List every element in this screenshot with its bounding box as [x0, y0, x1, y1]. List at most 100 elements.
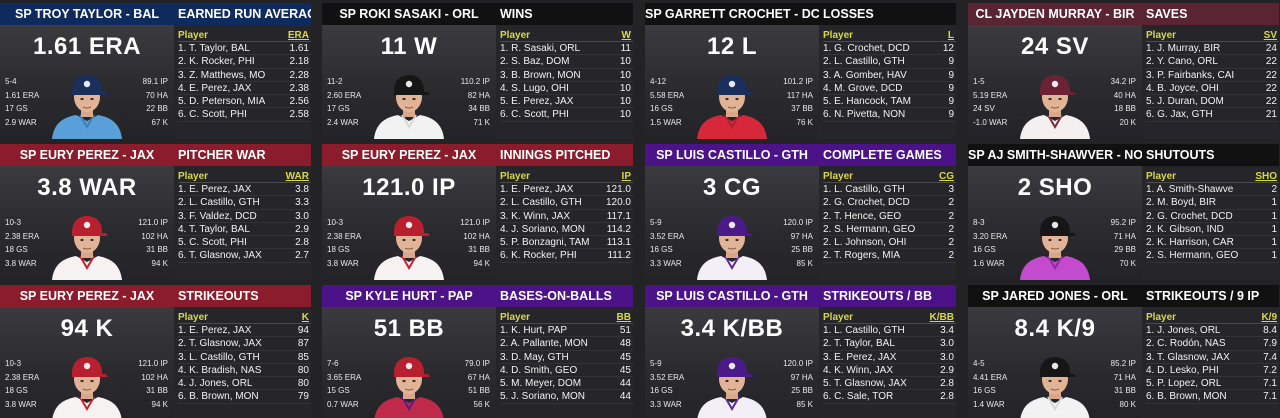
leaderboard-row[interactable]: 6. B. Brown, MON 7.1 [1146, 390, 1279, 404]
leaderboard-row[interactable]: 1. J. Jones, ORL 8.4 [1146, 324, 1279, 338]
leaderboard-row[interactable]: 2. S. Hermann, GEO 2 [823, 223, 956, 237]
player-column-header[interactable]: Player [500, 312, 531, 323]
leaderboard-row[interactable]: 6. K. Rocker, PHI 111.2 [500, 249, 633, 263]
leaderboard-row[interactable]: 2. C. Rodón, NAS 7.9 [1146, 337, 1279, 351]
leaderboard-row[interactable]: 3. E. Perez, JAX 3.0 [823, 351, 956, 364]
leaderboard-row[interactable]: 4. T. Taylor, BAL 2.9 [178, 223, 311, 237]
leaderboard-row[interactable]: 2. T. Rogers, MIA 2 [823, 249, 956, 263]
leaderboard-row[interactable]: 4. K. Winn, JAX 2.9 [823, 364, 956, 378]
player-column-header[interactable]: Player [178, 171, 209, 182]
leaderboard-row[interactable]: 5. P. Bonzagni, TAM 113.1 [500, 236, 633, 250]
leaderboard-row[interactable]: 6. C. Scott, PHI 10 [500, 108, 633, 122]
stat-column-header[interactable]: ERA [287, 30, 309, 41]
leaderboard-row[interactable]: 2. L. Castillo, GTH 3.3 [178, 196, 311, 210]
leaderboard-row[interactable]: 1. J. Murray, BIR 24 [1146, 42, 1279, 56]
leaderboard-row[interactable]: 4. D. Lesko, PHI 7.2 [1146, 364, 1279, 378]
leaderboard-row[interactable]: 2. S. Baz, DOM 10 [500, 55, 633, 69]
leaderboard-row[interactable]: 1. G. Crochet, DCD 12 [823, 42, 956, 56]
leaderboard-row[interactable]: 4. K. Bradish, NAS 80 [178, 364, 311, 378]
stat-column-header[interactable]: BB [616, 312, 631, 323]
leaderboard-row[interactable]: 1. E. Perez, JAX 94 [178, 324, 311, 338]
leaderboard-row[interactable]: 1. L. Castillo, GTH 3 [823, 183, 956, 197]
leaderboard-header[interactable]: Player IP [500, 171, 633, 183]
stat-column-header[interactable]: SV [1263, 30, 1277, 41]
leaderboard-row[interactable]: 3. K. Winn, JAX 117.1 [500, 210, 633, 223]
leader-card[interactable]: SP ROKI SASAKI - ORL WINS 11 W 11-2 2.60 ERA… [322, 3, 633, 139]
leaderboard-row[interactable]: 1. E. Perez, JAX 121.0 [500, 183, 633, 197]
leaderboard-header[interactable]: Player K/BB [823, 312, 956, 324]
leaderboard-row[interactable]: 1. L. Castillo, GTH 3.4 [823, 324, 956, 338]
leaderboard-row[interactable]: 2. M. Boyd, BIR 1 [1146, 196, 1279, 210]
leaderboard-row[interactable]: 2. T. Glasnow, JAX 87 [178, 337, 311, 351]
player-column-header[interactable]: Player [1146, 312, 1177, 323]
player-column-header[interactable]: Player [823, 30, 854, 41]
leaderboard-row[interactable]: 2. T. Hence, GEO 2 [823, 210, 956, 223]
player-column-header[interactable]: Player [1146, 30, 1177, 41]
leader-card[interactable]: SP EURY PEREZ - JAX INNINGS PITCHED 121.0 … [322, 144, 633, 280]
stat-column-header[interactable]: K/9 [1261, 312, 1277, 323]
leaderboard-row[interactable]: 2. L. Castillo, GTH 120.0 [500, 196, 633, 210]
leaderboard-row[interactable]: 3. L. Castillo, GTH 85 [178, 351, 311, 364]
stat-column-header[interactable]: K/BB [929, 312, 954, 323]
leaderboard-row[interactable]: 5. M. Meyer, DOM 44 [500, 377, 633, 391]
leaderboard-row[interactable]: 5. J. Soriano, MON 44 [500, 390, 633, 404]
leaderboard-row[interactable]: 2. L. Castillo, GTH 9 [823, 55, 956, 69]
leaderboard-row[interactable]: 2. S. Hermann, GEO 1 [1146, 249, 1279, 263]
player-title[interactable]: CL JAYDEN MURRAY - BIR [975, 7, 1135, 21]
leaderboard-row[interactable]: 2. T. Taylor, BAL 3.0 [823, 337, 956, 351]
leaderboard-row[interactable]: 3. A. Gomber, HAV 9 [823, 69, 956, 82]
leader-card[interactable]: SP LUIS CASTILLO - GTH COMPLETE GAMES 3 CG… [645, 144, 956, 280]
leaderboard-header[interactable]: Player L [823, 30, 956, 42]
player-column-header[interactable]: Player [1146, 171, 1177, 182]
stat-column-header[interactable]: K [301, 312, 309, 323]
leaderboard-row[interactable]: 5. C. Scott, PHI 2.8 [178, 236, 311, 250]
leaderboard-row[interactable]: 2. G. Crochet, DCD 1 [1146, 210, 1279, 223]
leader-card[interactable]: SP AJ SMITH-SHAWVER - NON SHUTOUTS 2 SHO 8-… [968, 144, 1279, 280]
leaderboard-header[interactable]: Player BB [500, 312, 633, 324]
leaderboard-row[interactable]: 4. S. Lugo, OHI 10 [500, 82, 633, 96]
player-title[interactable]: SP LUIS CASTILLO - GTH [656, 289, 808, 303]
leaderboard-row[interactable]: 4. D. Smith, GEO 45 [500, 364, 633, 378]
player-column-header[interactable]: Player [823, 312, 854, 323]
stat-column-header[interactable]: SHO [1255, 171, 1277, 182]
player-title[interactable]: SP TROY TAYLOR - BAL [14, 7, 159, 21]
player-title[interactable]: SP KYLE HURT - PAP [345, 289, 473, 303]
leaderboard-header[interactable]: Player W [500, 30, 633, 42]
leaderboard-row[interactable]: 5. P. Lopez, ORL 7.1 [1146, 377, 1279, 391]
leaderboard-row[interactable]: 6. T. Glasnow, JAX 2.7 [178, 249, 311, 263]
leaderboard-row[interactable]: 5. J. Duran, DOM 22 [1146, 95, 1279, 109]
leaderboard-row[interactable]: 2. A. Pallante, MON 48 [500, 337, 633, 351]
leaderboard-row[interactable]: 2. G. Crochet, DCD 2 [823, 196, 956, 210]
leaderboard-row[interactable]: 1. R. Sasaki, ORL 11 [500, 42, 633, 56]
leaderboard-row[interactable]: 4. J. Soriano, MON 114.2 [500, 223, 633, 237]
player-title[interactable]: SP AJ SMITH-SHAWVER - NON [968, 148, 1142, 162]
leaderboard-header[interactable]: Player SV [1146, 30, 1279, 42]
leaderboard-header[interactable]: Player CG [823, 171, 956, 183]
leaderboard-row[interactable]: 6. B. Brown, MON 79 [178, 390, 311, 404]
leaderboard-row[interactable]: 5. D. Peterson, MIA 2.56 [178, 95, 311, 109]
leader-card[interactable]: SP LUIS CASTILLO - GTH STRIKEOUTS / BB 3.4… [645, 285, 956, 418]
leader-card[interactable]: SP GARRETT CROCHET - DCD LOSSES 12 L 4-12 5.… [645, 3, 956, 139]
leaderboard-row[interactable]: 2. K. Harrison, CAR 1 [1146, 236, 1279, 250]
player-title[interactable]: SP GARRETT CROCHET - DCD [645, 7, 819, 21]
player-title[interactable]: SP EURY PEREZ - JAX [19, 148, 155, 162]
player-column-header[interactable]: Player [178, 312, 209, 323]
leaderboard-row[interactable]: 6. N. Pivetta, NON 9 [823, 108, 956, 122]
stat-column-header[interactable]: W [621, 30, 631, 41]
leaderboard-header[interactable]: Player WAR [178, 171, 311, 183]
leaderboard-row[interactable]: 1. T. Taylor, BAL 1.61 [178, 42, 311, 56]
stat-column-header[interactable]: L [947, 30, 954, 41]
leaderboard-row[interactable]: 3. D. May, GTH 45 [500, 351, 633, 364]
leaderboard-row[interactable]: 5. T. Glasnow, JAX 2.8 [823, 377, 956, 391]
leaderboard-row[interactable]: 2. L. Johnson, OHI 2 [823, 236, 956, 250]
leaderboard-row[interactable]: 3. B. Brown, MON 10 [500, 69, 633, 82]
stat-column-header[interactable]: IP [621, 171, 631, 182]
player-column-header[interactable]: Player [178, 30, 209, 41]
leaderboard-row[interactable]: 3. Z. Matthews, MO 2.28 [178, 69, 311, 82]
leader-card[interactable]: CL JAYDEN MURRAY - BIR SAVES 24 SV 1-5 5.19 … [968, 3, 1279, 139]
leaderboard-row[interactable]: 2. K. Gibson, IND 1 [1146, 223, 1279, 237]
leaderboard-row[interactable]: 4. B. Joyce, OHI 22 [1146, 82, 1279, 96]
leaderboard-header[interactable]: Player SHO [1146, 171, 1279, 183]
leader-card[interactable]: SP TROY TAYLOR - BAL EARNED RUN AVERAGE 1.… [0, 3, 311, 139]
player-title[interactable]: SP LUIS CASTILLO - GTH [656, 148, 808, 162]
